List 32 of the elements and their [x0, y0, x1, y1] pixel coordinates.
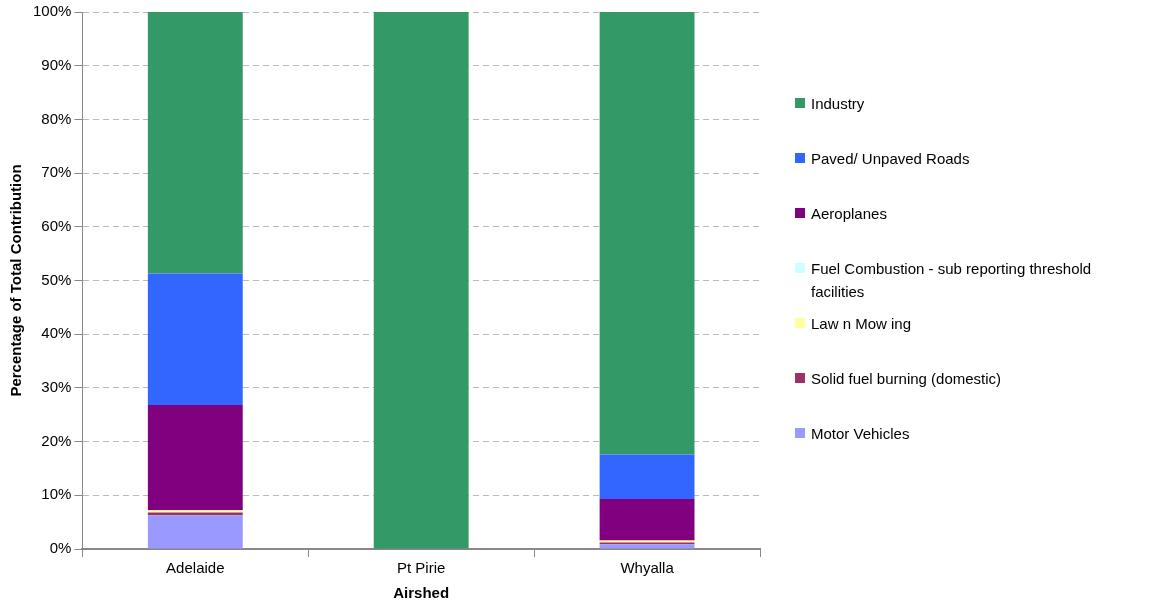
legend-label: Paved/ Unpaved Roads: [811, 149, 970, 169]
x-tick-label: Adelaide: [166, 559, 225, 577]
bar: [147, 515, 243, 549]
legend-label: Fuel Combustion - sub reporting threshold facilities: [811, 259, 1093, 302]
bar: [599, 499, 695, 541]
bar: [147, 12, 243, 274]
x-axis-title: Airshed: [393, 584, 450, 602]
bar: [373, 12, 469, 549]
y-tick-label: 10%: [41, 485, 72, 503]
legend-label: Motor Vehicles: [811, 424, 910, 444]
bar: [599, 454, 695, 500]
y-tick-label: 90%: [41, 55, 72, 73]
x-tick-label: Whyalla: [620, 559, 675, 577]
bar: [599, 544, 695, 549]
y-tick-label: 80%: [41, 109, 72, 127]
y-tick-label: 20%: [41, 431, 72, 449]
legend-label: Law n Mow ing: [811, 314, 912, 334]
y-tick-label: 50%: [41, 270, 72, 288]
legend-label: Industry: [811, 94, 865, 114]
y-tick-label: 70%: [41, 163, 72, 181]
bar: [147, 273, 243, 406]
legend-label: Solid fuel burning (domestic): [811, 369, 1002, 389]
x-tick-label: Pt Pirie: [397, 559, 446, 577]
y-axis-title: Percentage of Total Contribution: [7, 164, 25, 397]
legend-label: Aeroplanes: [811, 204, 887, 224]
bar: [147, 405, 243, 511]
y-tick-label: 100%: [32, 2, 72, 20]
y-tick-label: 60%: [41, 216, 72, 234]
y-tick-label: 40%: [41, 324, 72, 342]
y-tick-label: 30%: [41, 378, 72, 396]
bar: [599, 12, 695, 455]
y-tick-label: 0%: [49, 539, 72, 557]
